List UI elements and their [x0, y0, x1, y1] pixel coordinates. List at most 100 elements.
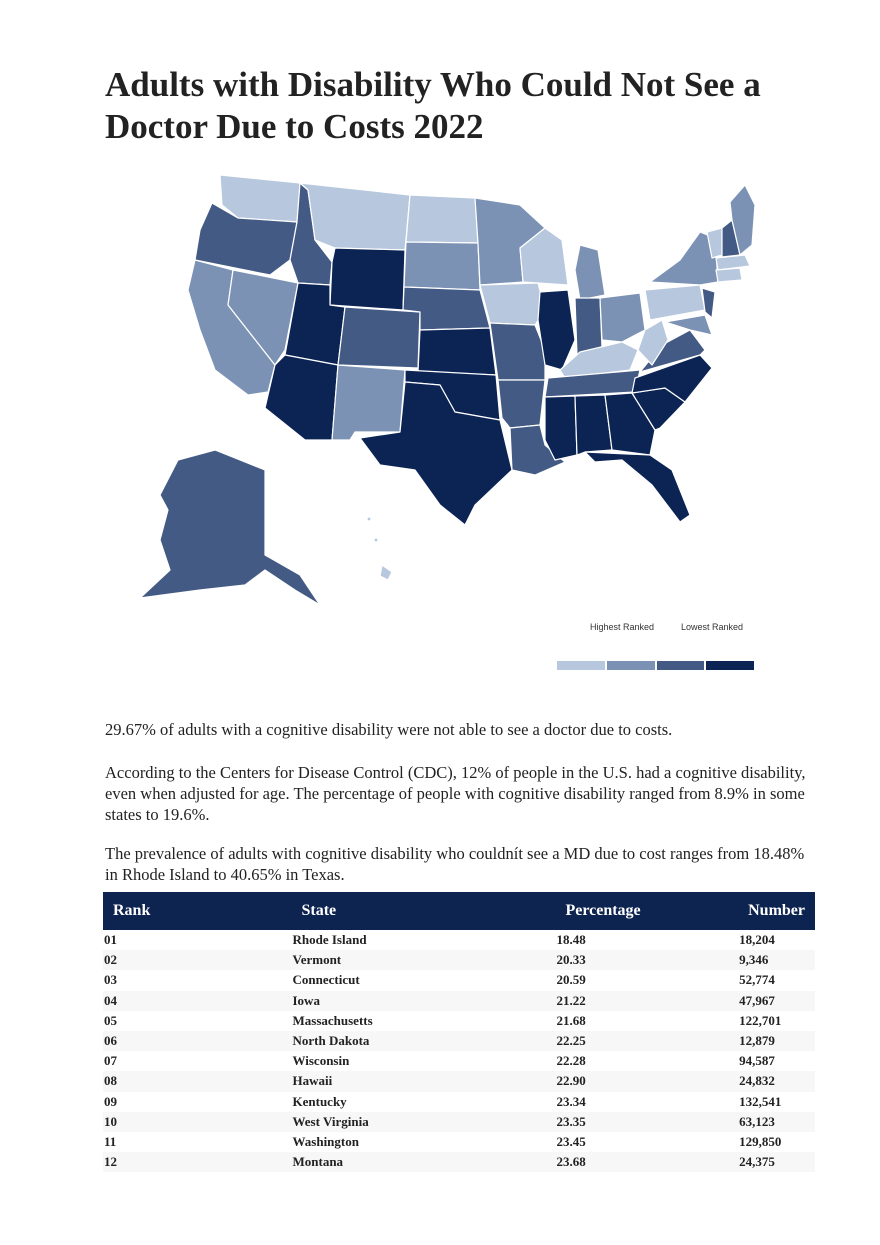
table-cell: 23.68 [555, 1152, 739, 1173]
legend-highest-label: Highest Ranked [590, 622, 655, 632]
table-cell: 20.59 [556, 972, 586, 988]
state-florida [584, 451, 691, 523]
table-cell: Hawaii [291, 1071, 556, 1092]
table-cell: Kentucky [292, 1093, 347, 1109]
state-iowa [479, 282, 546, 326]
state-hawaii [379, 564, 393, 581]
table-row: 05 Massachusetts 21.68 122,701 [103, 1011, 815, 1031]
table-row: 01 Rhode Island 18.48 18,204 [103, 930, 815, 950]
table-row: 09 Kentucky 23.34 132,541 [103, 1092, 815, 1112]
state-ohio [599, 292, 646, 343]
cdc-paragraph: According to the Centers for Disease Con… [105, 763, 806, 824]
page-title: Adults with Disability Who Could Not See… [105, 65, 761, 146]
table-cell: 03 [104, 972, 117, 988]
table-row: 06 North Dakota 22.25 12,879 [103, 1030, 815, 1052]
state-nevada [227, 269, 299, 366]
table-row: 12 Montana 23.68 24,375 [103, 1152, 815, 1173]
state-alabama [574, 394, 613, 456]
table-row: 04 Iowa 21.22 47,967 [103, 990, 815, 1011]
state-west-virginia [637, 319, 669, 366]
table-cell: Wisconsin [292, 1053, 350, 1069]
legend-lowest-label: Lowest Ranked [681, 622, 744, 632]
hawaii-island-dot [373, 537, 379, 543]
table-row: 02 Vermont 20.33 9,346 [103, 950, 815, 971]
header-state: State [291, 892, 556, 930]
table-cell: 47,967 [738, 990, 815, 1011]
header-percentage: Percentage [555, 892, 739, 930]
legend-swatch [557, 661, 605, 670]
header-number: Number [738, 892, 815, 930]
state-montana [299, 182, 411, 251]
table-row: 08 Hawaii 22.90 24,832 [103, 1071, 815, 1092]
range-paragraph: The prevalence of adults with cognitive … [105, 844, 805, 884]
table-cell: 63,123 [738, 1111, 815, 1132]
table-row: 03 Connecticut 20.59 52,774 [103, 970, 815, 990]
table-cell: 9,346 [738, 950, 815, 971]
table-cell: 94,587 [739, 1053, 775, 1069]
table-row: 07 Wisconsin 22.28 94,587 [103, 1051, 815, 1071]
state-alaska [139, 449, 321, 606]
state-missouri [489, 322, 546, 381]
table-cell: 08 [103, 1071, 292, 1092]
table-cell: West Virginia [291, 1111, 556, 1132]
state-michigan [574, 244, 606, 301]
table-cell: 01 [104, 932, 117, 948]
table-cell: Washington [292, 1133, 359, 1149]
table-cell: 06 [103, 1030, 292, 1052]
state-pennsylvania [644, 284, 706, 321]
table-cell: 18.48 [556, 932, 586, 948]
state-kansas [417, 327, 497, 376]
table-cell: 23.35 [555, 1111, 739, 1132]
state-georgia [604, 392, 656, 456]
legend-swatch [606, 661, 655, 670]
table-cell: 22.90 [555, 1071, 739, 1092]
state-texas [359, 381, 513, 526]
table-cell: 23.45 [556, 1133, 586, 1149]
state-new-mexico [331, 364, 406, 441]
table-cell: 04 [103, 990, 292, 1011]
state-wyoming [329, 247, 406, 311]
table-cell: Vermont [291, 950, 556, 971]
state-new-jersey [701, 287, 716, 319]
state-connecticut-rhode-island [715, 267, 743, 283]
state-colorado [337, 306, 421, 369]
table-cell: 20.33 [555, 950, 739, 971]
table-cell: 21.68 [556, 1012, 586, 1028]
table-cell: 22.25 [555, 1030, 739, 1052]
ranking-table: Rank State Percentage Number 01 Rhode Isl… [103, 892, 815, 1173]
state-maine [729, 184, 756, 256]
table-cell: 10 [103, 1111, 292, 1132]
table-cell: 23.34 [556, 1093, 586, 1109]
state-north-dakota [405, 194, 479, 244]
table-cell: Rhode Island [292, 932, 367, 948]
state-arkansas [497, 379, 546, 429]
table-cell: 129,850 [739, 1133, 782, 1149]
state-massachusetts [715, 254, 751, 271]
header-rank: Rank [103, 892, 292, 930]
table-cell: Connecticut [292, 972, 360, 988]
table-cell: 24,832 [738, 1071, 815, 1092]
summary-paragraph: 29.67% of adults with a cognitive disabi… [105, 720, 673, 739]
table-cell: 52,774 [739, 972, 775, 988]
table-cell: 09 [104, 1093, 117, 1109]
legend-swatch [656, 661, 705, 670]
state-south-dakota [403, 241, 481, 291]
legend-swatch [706, 661, 754, 670]
state-indiana [574, 297, 603, 356]
state-maryland-delaware [664, 314, 713, 336]
table-cell: Montana [291, 1152, 556, 1173]
table-cell: 22.28 [556, 1053, 586, 1069]
table-cell: Massachusetts [292, 1012, 373, 1028]
state-louisiana [509, 424, 566, 476]
hawaii-island-dot [366, 516, 372, 522]
table-cell: North Dakota [291, 1030, 556, 1052]
table-cell: 122,701 [739, 1012, 782, 1028]
table-cell: 05 [104, 1012, 117, 1028]
table-cell: 21.22 [555, 990, 739, 1011]
table-cell: Iowa [291, 990, 556, 1011]
state-new-york [649, 231, 719, 286]
state-wisconsin [519, 227, 569, 286]
table-cell: 24,375 [738, 1152, 815, 1173]
table-row: 11 Washington 23.45 129,850 [103, 1132, 815, 1152]
state-mississippi [544, 395, 578, 461]
